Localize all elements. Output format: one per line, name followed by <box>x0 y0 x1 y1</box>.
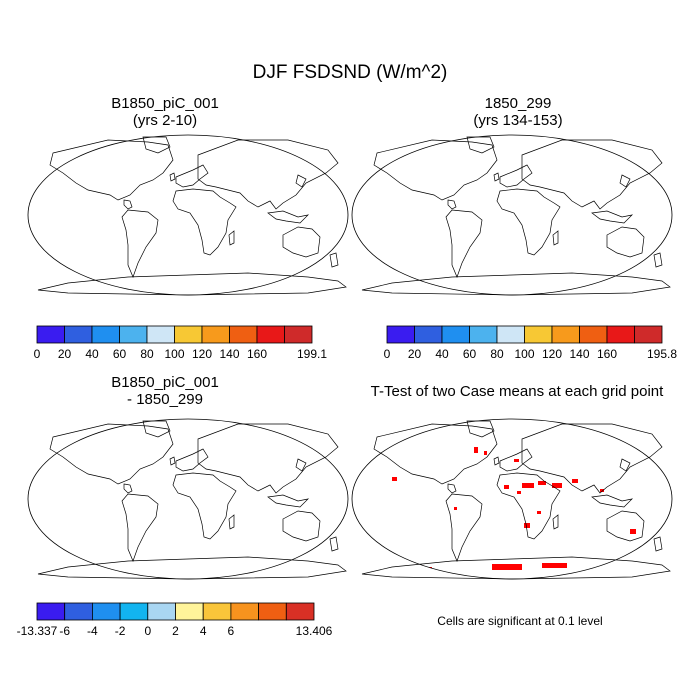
colorbar-diff <box>36 602 315 621</box>
colorbar-swatch <box>119 602 149 621</box>
colorbar-swatch <box>146 325 175 344</box>
colorbar-swatch <box>119 325 148 344</box>
colorbar-tick-label: -4 <box>87 624 98 638</box>
colorbar-tick-label: 199.1 <box>296 347 328 361</box>
colorbar-tick-label: -2 <box>114 624 126 638</box>
colorbar-swatch <box>174 325 203 344</box>
colorbar-swatch <box>36 602 66 621</box>
colorbar-swatch <box>469 325 498 344</box>
colorbar-swatch <box>256 325 285 344</box>
colorbar-tick-label: 120 <box>541 347 563 361</box>
map-diff <box>27 418 349 580</box>
colorbar-swatch <box>551 325 580 344</box>
colorbar-case2-labels: 0 20 40 60 80 100 120 140 160 195.8 <box>384 347 677 363</box>
map-ttest <box>351 418 673 580</box>
colorbar-swatch <box>230 602 259 621</box>
colorbar-case2 <box>386 325 663 344</box>
colorbar-tick-label: 40 <box>85 347 99 361</box>
colorbar-tick-label: 2 <box>172 624 179 638</box>
colorbar-tick-label: 100 <box>164 347 185 361</box>
colorbar-tick-label: 140 <box>219 347 240 361</box>
colorbar-case1 <box>36 325 313 344</box>
panel-title-line2: (yrs 134-153) <box>473 112 563 129</box>
colorbar-swatch <box>414 325 443 344</box>
panel-title-line2: (yrs 2-10) <box>132 112 198 129</box>
colorbar-swatch <box>64 602 93 621</box>
colorbar-swatch <box>91 325 120 344</box>
colorbar-tick-label: 160 <box>246 347 268 361</box>
colorbar-swatch <box>285 602 315 621</box>
colorbar-tick-label: 4 <box>199 624 207 638</box>
colorbar-tick-label: 160 <box>596 347 618 361</box>
colorbar-tick-label: 195.8 <box>646 347 678 361</box>
colorbar-swatch <box>201 325 230 344</box>
colorbar-swatch <box>229 325 258 344</box>
colorbar-swatch <box>92 602 121 621</box>
colorbar-swatch <box>147 602 176 621</box>
colorbar-tick-label: 80 <box>490 347 504 361</box>
colorbar-diff-labels: -13.337 -6 -4 -2 0 2 4 6 13.406 <box>17 624 333 640</box>
panel-title-line1: 1850_299 <box>484 95 552 112</box>
colorbar-tick-label: 0 <box>144 624 152 638</box>
colorbar-tick-label: 20 <box>407 347 422 361</box>
colorbar-tick-label: -6 <box>59 624 71 638</box>
colorbar-swatch <box>175 602 204 621</box>
colorbar-swatch <box>64 325 93 344</box>
significance-note: Cells are significant at 0.1 level <box>437 614 603 628</box>
colorbar-swatch <box>36 325 65 344</box>
colorbar-tick-label: 40 <box>435 347 449 361</box>
colorbar-swatch <box>579 325 608 344</box>
colorbar-tick-label: 20 <box>57 347 72 361</box>
colorbar-swatch <box>496 325 525 344</box>
colorbar-swatch <box>634 325 663 344</box>
colorbar-swatch <box>524 325 553 344</box>
colorbar-tick-label: 60 <box>112 347 127 361</box>
colorbar-swatch <box>258 602 287 621</box>
colorbar-tick-label: 100 <box>514 347 535 361</box>
map-case2 <box>351 134 673 296</box>
colorbar-tick-label: 120 <box>191 347 213 361</box>
panel-title-ttest: T-Test of two Case means at each grid po… <box>352 383 682 400</box>
colorbar-swatch <box>386 325 415 344</box>
colorbar-swatch <box>441 325 470 344</box>
panel-title-case1: B1850_piC_001 (yrs 2-10) <box>60 95 270 129</box>
colorbar-tick-label: 0 <box>33 347 41 361</box>
colorbar-tick-label: 60 <box>462 347 477 361</box>
colorbar-swatch <box>606 325 635 344</box>
colorbar-swatch <box>202 602 232 621</box>
colorbar-case1-labels: 0 20 40 60 80 100 120 140 160 199.1 <box>34 347 327 363</box>
panel-title-diff: B1850_piC_001 - 1850_299 <box>60 374 270 408</box>
figure-title: DJF FSDSND (W/m^2) <box>252 62 448 83</box>
panel-title-line1: T-Test of two Case means at each grid po… <box>370 383 664 400</box>
panel-title-line1: B1850_piC_001 <box>111 95 219 112</box>
colorbar-tick-label: -13.337 <box>16 624 58 638</box>
colorbar-tick-label: 140 <box>569 347 590 361</box>
colorbar-tick-label: 13.406 <box>295 624 333 638</box>
colorbar-swatch <box>284 325 313 344</box>
colorbar-tick-label: 80 <box>140 347 154 361</box>
panel-title-line2: - 1850_299 <box>127 391 203 408</box>
map-case1 <box>27 134 349 296</box>
colorbar-tick-label: 0 <box>383 347 391 361</box>
colorbar-tick-label: 6 <box>227 624 235 638</box>
panel-title-case2: 1850_299 (yrs 134-153) <box>413 95 623 129</box>
panel-title-line1: B1850_piC_001 <box>111 374 219 391</box>
